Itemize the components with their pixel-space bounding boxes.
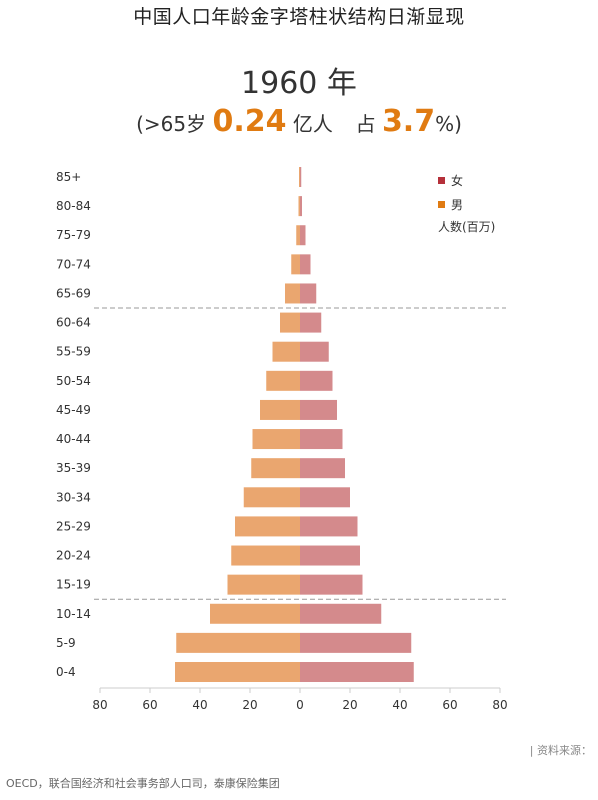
bar-female-10-14 xyxy=(300,603,382,624)
legend: 女 男 人数(百万) xyxy=(438,168,495,235)
bar-female-30-34 xyxy=(300,487,350,508)
year-label: 1960 年 xyxy=(241,66,357,101)
bar-male-45-49 xyxy=(260,399,300,420)
bar-female-60-64 xyxy=(300,312,322,333)
bar-male-20-24 xyxy=(231,545,300,566)
legend-item-male: 男 xyxy=(438,192,495,216)
x-tick-label: 60 xyxy=(142,698,157,712)
bar-male-25-29 xyxy=(235,516,300,537)
category-label: 15-19 xyxy=(56,578,91,592)
category-label: 20-24 xyxy=(56,549,91,563)
x-tick-label: 40 xyxy=(192,698,207,712)
bar-male-65-69 xyxy=(285,283,300,304)
bar-male-80-84 xyxy=(298,196,300,217)
bar-male-85+ xyxy=(299,167,300,187)
bar-male-75-79 xyxy=(296,225,300,246)
category-label: 75-79 xyxy=(56,228,91,242)
category-label: 5-9 xyxy=(56,636,76,650)
bar-male-5-9 xyxy=(176,632,300,653)
legend-unit: 人数(百万) xyxy=(438,220,496,234)
category-label: 35-39 xyxy=(56,461,91,475)
bar-female-55-59 xyxy=(300,341,329,362)
bar-female-40-44 xyxy=(300,429,343,450)
category-label: 45-49 xyxy=(56,403,91,417)
bar-male-0-4 xyxy=(175,662,300,682)
category-label: 70-74 xyxy=(56,257,91,271)
bar-male-55-59 xyxy=(272,341,300,362)
category-label: 80-84 xyxy=(56,199,91,213)
legend-swatch-male xyxy=(438,200,445,208)
category-label: 65-69 xyxy=(56,286,91,300)
bar-female-50-54 xyxy=(300,370,333,391)
bar-female-5-9 xyxy=(300,632,412,653)
bar-male-15-19 xyxy=(227,574,300,595)
x-tick-label: 40 xyxy=(392,698,407,712)
bar-male-50-54 xyxy=(266,370,300,391)
bar-female-70-74 xyxy=(300,254,311,275)
category-label: 85+ xyxy=(56,170,81,184)
x-tick-label: 60 xyxy=(442,698,457,712)
category-label: 0-4 xyxy=(56,665,76,679)
source-label: | 资料来源： xyxy=(529,744,592,757)
legend-label-female: 女 xyxy=(451,173,464,188)
footer-note: OECD，联合国经济和社会事务部人口司，泰康保险集团 xyxy=(6,777,280,790)
bar-female-65-69 xyxy=(300,283,317,304)
bar-female-15-19 xyxy=(300,574,363,595)
x-tick-label: 0 xyxy=(296,698,304,712)
summary-line: (>65岁 0.24 亿人 占 3.7%) xyxy=(0,104,598,139)
category-label: 55-59 xyxy=(56,345,91,359)
category-label: 10-14 xyxy=(56,607,91,621)
bar-female-45-49 xyxy=(300,399,337,420)
x-tick-label: 80 xyxy=(492,698,507,712)
bar-female-20-24 xyxy=(300,545,360,566)
x-tick-label: 80 xyxy=(92,698,107,712)
summary-value: 0.24 xyxy=(212,104,287,139)
summary-share-value: 3.7 xyxy=(381,104,436,139)
x-tick-label: 20 xyxy=(242,698,257,712)
bar-male-10-14 xyxy=(210,603,300,624)
bar-female-25-29 xyxy=(300,516,358,537)
bar-male-35-39 xyxy=(251,458,300,479)
summary-suffix: %) xyxy=(435,112,462,136)
bar-male-70-74 xyxy=(291,254,300,275)
legend-label-male: 男 xyxy=(451,197,464,212)
category-label: 25-29 xyxy=(56,519,91,533)
bar-female-0-4 xyxy=(300,662,414,682)
legend-swatch-female xyxy=(438,176,445,184)
category-label: 50-54 xyxy=(56,374,91,388)
summary-prefix: (>65岁 xyxy=(136,112,207,136)
legend-item-female: 女 xyxy=(438,168,495,192)
category-label: 60-64 xyxy=(56,316,91,330)
bar-male-60-64 xyxy=(280,312,300,333)
bar-female-80-84 xyxy=(300,196,302,217)
summary-share-prefix: 占 xyxy=(355,112,376,136)
chart-title: 中国人口年龄金字塔柱状结构日渐显现 xyxy=(133,6,465,28)
x-tick-label: 20 xyxy=(342,698,357,712)
bar-female-85+ xyxy=(300,167,302,187)
bar-female-75-79 xyxy=(300,225,306,246)
summary-unit: 亿人 xyxy=(292,112,333,136)
bar-male-30-34 xyxy=(243,487,300,508)
bar-male-40-44 xyxy=(252,429,300,450)
category-label: 40-44 xyxy=(56,432,91,446)
bar-female-35-39 xyxy=(300,458,345,479)
category-label: 30-34 xyxy=(56,490,91,504)
